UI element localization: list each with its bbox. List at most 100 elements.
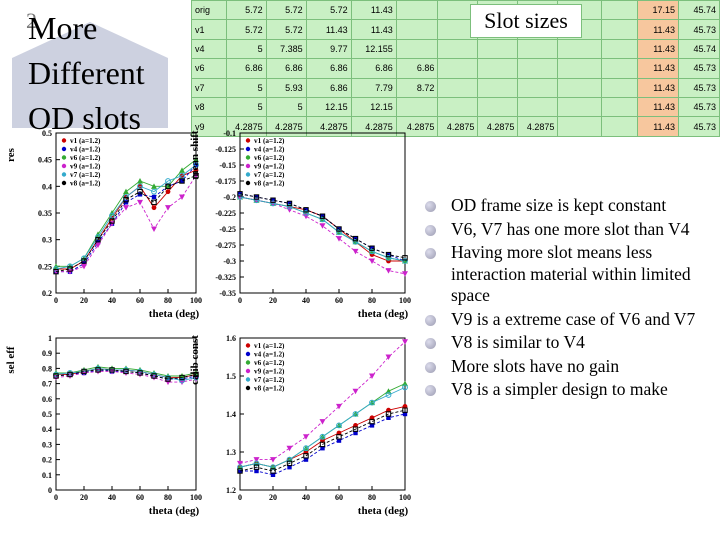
- slot-size-table: orig 5.72 5.72 5.72 11.43 17.15 45.74 v1 5.72 5.7…: [191, 0, 720, 137]
- table-cell: 11.43: [305, 19, 352, 40]
- data-point: [151, 226, 157, 232]
- y-tick-label: 0.25: [38, 262, 52, 271]
- legend-marker: [61, 146, 67, 152]
- data-point: [165, 376, 171, 382]
- x-tick-label: 60: [136, 296, 144, 305]
- y-tick-label: -0.325: [215, 273, 236, 282]
- bullet-item: More slots have no gain: [424, 356, 716, 378]
- slot-sizes-label: Slot sizes: [470, 4, 582, 38]
- data-point: [53, 373, 59, 379]
- data-point: [402, 411, 408, 417]
- table-cell: 5.72: [225, 19, 267, 40]
- data-point: [179, 173, 185, 179]
- data-point: [123, 200, 129, 205]
- data-point: [67, 263, 73, 269]
- data-point: [151, 199, 157, 206]
- row-label: v4: [191, 38, 227, 60]
- x-tick-label: 80: [164, 296, 172, 305]
- data-point: [402, 258, 408, 264]
- data-point: [303, 213, 309, 220]
- data-point: [320, 214, 325, 219]
- series-line-v4: [56, 164, 197, 273]
- series-line-v9: [239, 196, 406, 275]
- data-point: [193, 376, 199, 383]
- bullet-text: V9 is a extreme case of V6 and V7: [451, 308, 696, 329]
- data-point: [67, 269, 73, 274]
- data-point: [353, 423, 358, 428]
- data-point: [254, 468, 259, 474]
- legend-entry: v4 (a=1.2): [70, 146, 101, 154]
- legend-marker: [245, 172, 251, 177]
- table-row: v4 5 7.385 9.77 12.155 11.43 45.74: [191, 38, 720, 60]
- data-point: [137, 368, 143, 375]
- y-tick-label: 1.4: [226, 410, 236, 419]
- table-cell: 45.73: [678, 116, 720, 137]
- table-cell: 5.72: [225, 0, 267, 21]
- data-point: [385, 411, 392, 417]
- table-cell: 5: [225, 77, 267, 98]
- data-point: [137, 192, 143, 197]
- data-point: [81, 255, 87, 262]
- data-point: [253, 460, 260, 466]
- data-point: [67, 371, 73, 378]
- y-tick-label: 0.3: [42, 236, 52, 245]
- data-point: [253, 457, 260, 463]
- table-cell: [517, 96, 559, 118]
- data-point: [303, 207, 309, 213]
- table-cell: 6.86: [225, 58, 267, 79]
- data-point: [165, 205, 171, 211]
- table-cell: 5.72: [265, 0, 307, 21]
- data-point: [336, 226, 342, 232]
- data-point: [237, 468, 243, 474]
- y-tick-label: 0.1: [42, 471, 52, 480]
- data-point: [287, 204, 292, 210]
- y-tick-label: -0.125: [215, 145, 236, 154]
- data-point: [386, 407, 391, 413]
- table-cell: 4.2875: [305, 116, 352, 137]
- table-cell: 5.93: [265, 77, 307, 98]
- data-point: [270, 200, 276, 206]
- y-tick-label: 0.8: [42, 364, 52, 373]
- data-point: [352, 235, 359, 242]
- pentagon-decoration: [12, 22, 168, 128]
- series-line-v6: [56, 159, 197, 267]
- x-axis-label: theta (deg): [358, 505, 409, 517]
- data-point: [95, 234, 101, 240]
- data-point: [336, 229, 342, 236]
- data-point: [336, 422, 342, 428]
- legend-entry: v8 (a=1.2): [254, 385, 285, 393]
- table-cell: 45.73: [678, 19, 720, 40]
- table-cell: [557, 38, 603, 60]
- table-cell: 8.72: [395, 77, 439, 98]
- y-tick-label: 0.7: [42, 380, 52, 389]
- bullet-dot-icon: [425, 314, 436, 326]
- table-cell: 4.2875: [350, 116, 397, 137]
- data-point: [95, 367, 101, 373]
- table-cell: 11.43: [637, 58, 680, 79]
- y-tick-label: 1.5: [226, 372, 236, 381]
- data-point: [165, 178, 171, 184]
- data-point: [123, 196, 129, 203]
- series-line-v1: [56, 169, 197, 270]
- legend-marker: [245, 180, 251, 186]
- data-point: [123, 365, 129, 371]
- legend-entry: v1 (a=1.2): [254, 342, 285, 350]
- data-point: [179, 376, 185, 382]
- series-line-v1: [56, 367, 197, 378]
- data-point: [286, 456, 293, 463]
- data-point: [123, 367, 129, 373]
- data-point: [67, 372, 73, 377]
- data-point: [137, 199, 143, 206]
- data-point: [237, 194, 243, 200]
- data-point: [270, 468, 276, 474]
- data-point: [270, 201, 276, 206]
- data-point: [137, 369, 143, 374]
- data-point: [151, 371, 157, 378]
- data-point: [237, 194, 243, 200]
- series-line-v9: [56, 175, 197, 273]
- data-point: [320, 438, 325, 443]
- table-cell: [437, 38, 479, 60]
- data-point: [320, 446, 325, 451]
- data-point: [352, 411, 359, 417]
- legend-marker: [61, 155, 67, 160]
